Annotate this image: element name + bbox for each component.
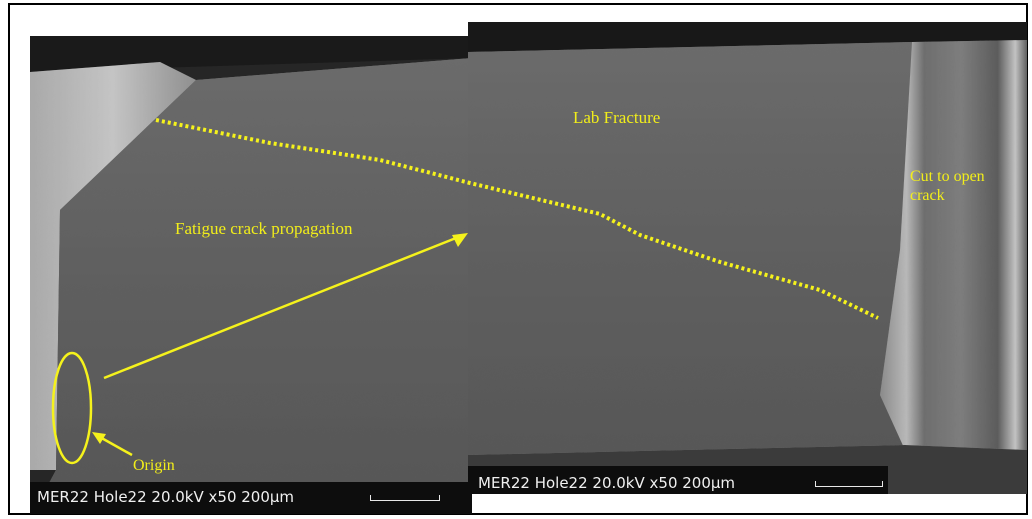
cut-to-open-crack-label: Cut to open crack [910, 168, 985, 204]
origin-arrow [92, 432, 133, 457]
fatigue-crack-propagation-label: Fatigue crack propagation [175, 219, 353, 238]
origin-label: Origin [133, 457, 175, 474]
lab-fracture-label: Lab Fracture [573, 108, 661, 127]
micrograph-left-caption: MER22 Hole22 20.0kV x50 200µm [37, 488, 295, 506]
origin-marker [51, 351, 93, 465]
micrograph-right-scale-bar [815, 481, 883, 487]
micrograph-left [30, 36, 472, 514]
micrograph-left-scale-bar [370, 495, 440, 501]
propagation-arrow [103, 233, 468, 380]
micrograph-right-caption: MER22 Hole22 20.0kV x50 200µm [478, 474, 736, 492]
micrograph-right [468, 22, 1027, 494]
